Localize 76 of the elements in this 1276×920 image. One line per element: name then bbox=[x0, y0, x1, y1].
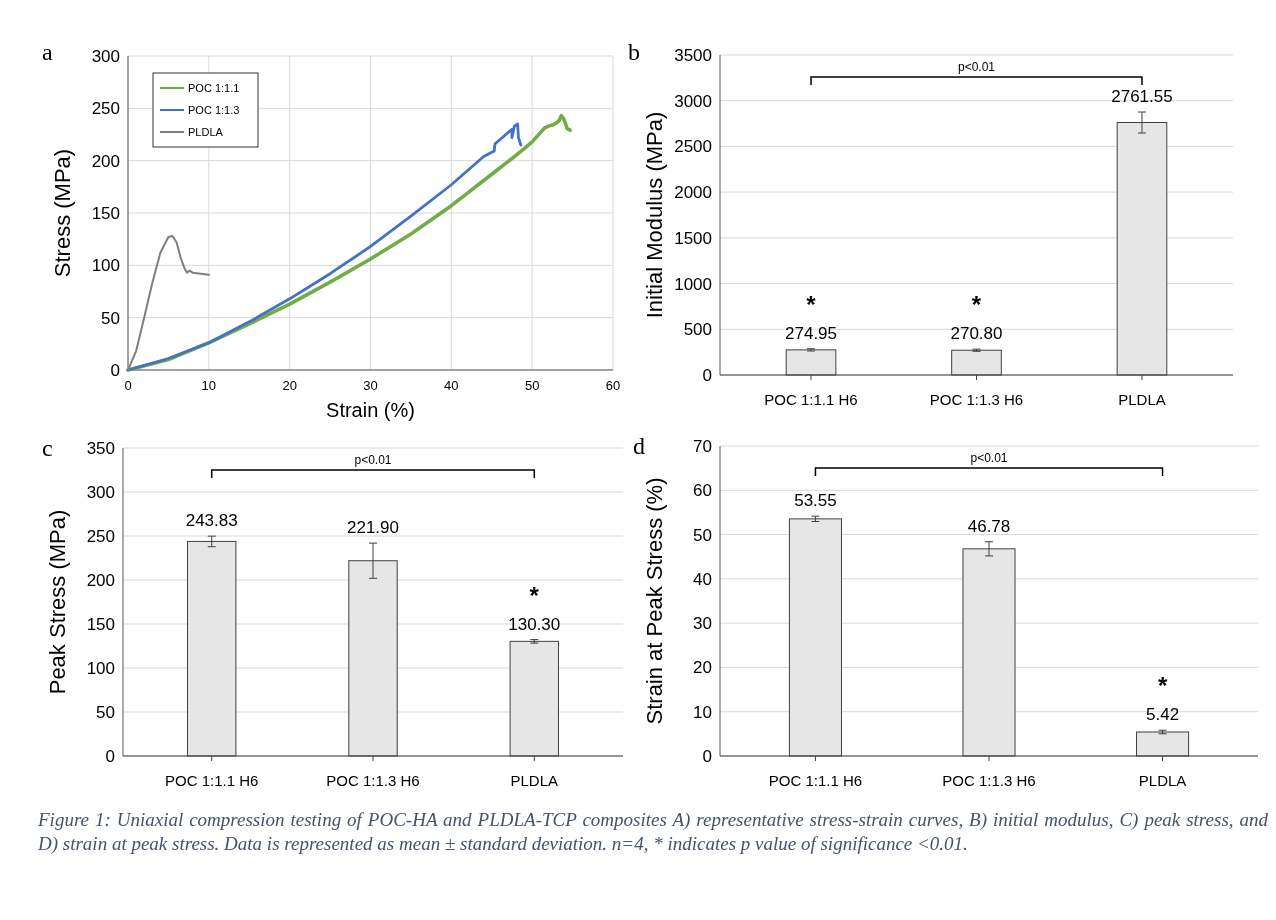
x-tick-label: POC 1:1.3 H6 bbox=[326, 772, 420, 789]
y-tick-label: 50 bbox=[101, 308, 120, 328]
y-axis-title: Peak Stress (MPa) bbox=[45, 509, 70, 695]
data-label: 130.30 bbox=[508, 614, 561, 634]
chart-title: d bbox=[633, 433, 645, 459]
y-tick-label: 100 bbox=[86, 658, 115, 678]
chart-title: c bbox=[42, 435, 53, 461]
y-tick-label: 150 bbox=[91, 203, 120, 223]
data-label: 270.80 bbox=[950, 324, 1003, 344]
y-tick-label: 150 bbox=[86, 614, 115, 634]
y-tick-label: 3500 bbox=[674, 45, 712, 65]
y-axis-title: Stress (MPa) bbox=[50, 148, 75, 278]
x-tick-label: 50 bbox=[524, 378, 540, 393]
x-tick-label: PLDLA bbox=[1138, 772, 1187, 789]
x-tick-label: POC 1:1.1 H6 bbox=[165, 772, 259, 789]
y-tick-label: 10 bbox=[693, 702, 712, 722]
x-tick-label: POC 1:1.1 H6 bbox=[764, 391, 858, 408]
y-tick-label: 70 bbox=[693, 436, 712, 456]
y-tick-label: 2000 bbox=[674, 183, 712, 203]
annotation: * bbox=[1157, 672, 1168, 700]
y-tick-label: 300 bbox=[91, 46, 120, 66]
chart-title: a bbox=[42, 39, 53, 65]
x-tick-label: POC 1:1.1 H6 bbox=[768, 772, 863, 789]
y-axis-title: Strain at Peak Stress (%) bbox=[642, 477, 667, 725]
y-tick-label: 0 bbox=[105, 746, 115, 766]
y-tick-label: 200 bbox=[86, 570, 115, 590]
y-tick-label: 200 bbox=[91, 151, 120, 171]
legend-label: POC 1:1.1 bbox=[188, 81, 240, 94]
x-tick-label: PLDLA bbox=[510, 772, 559, 789]
x-tick-label: PLDLA bbox=[1118, 391, 1166, 408]
y-tick-label: 300 bbox=[86, 482, 115, 502]
annotation: p<0.01 bbox=[957, 60, 996, 74]
x-tick-label: 20 bbox=[282, 378, 297, 393]
data-label: 53.55 bbox=[794, 491, 837, 511]
annotation: * bbox=[529, 581, 540, 609]
y-tick-label: 40 bbox=[693, 569, 712, 589]
y-tick-label: 250 bbox=[86, 526, 115, 546]
data-label: 2761.55 bbox=[1111, 87, 1173, 106]
x-tick-label: 10 bbox=[201, 378, 217, 393]
y-tick-label: 100 bbox=[91, 256, 120, 276]
y-tick-label: 2500 bbox=[674, 137, 712, 157]
annotation: p<0.01 bbox=[354, 453, 392, 467]
y-tick-label: 3000 bbox=[674, 91, 712, 111]
chart-title: b bbox=[628, 39, 640, 65]
line-series bbox=[127, 235, 210, 371]
x-tick-label: 40 bbox=[444, 378, 459, 393]
y-tick-label: 250 bbox=[91, 99, 120, 119]
caption: Figure 1: Uniaxial compression testing of POC-HA and PLDLA-TCP composites A) representative stress-strain curves, B) initial modulus, C) peak stress, and D) strain at peak stress. Data is represented as mean ± standard deviation. n=4, * indicates p value of significance <0.01. bbox=[38, 808, 1268, 856]
y-tick-label: 50 bbox=[693, 525, 712, 545]
legend-label: POC 1:1.3 bbox=[188, 103, 240, 116]
y-axis-title: Initial Modulus (MPa) bbox=[642, 111, 667, 319]
data-label: 274.95 bbox=[785, 323, 838, 343]
y-tick-label: 500 bbox=[683, 320, 712, 340]
y-tick-label: 0 bbox=[702, 746, 712, 766]
y-tick-label: 50 bbox=[96, 702, 115, 722]
x-axis-title: Strain (%) bbox=[326, 399, 415, 421]
x-tick-label: 60 bbox=[605, 378, 621, 393]
data-label: 243.83 bbox=[185, 511, 238, 531]
x-tick-label: POC 1:1.3 H6 bbox=[929, 391, 1024, 408]
y-tick-label: 1000 bbox=[674, 274, 712, 294]
y-tick-label: 0 bbox=[110, 360, 120, 380]
x-tick-label: POC 1:1.3 H6 bbox=[942, 772, 1036, 789]
y-tick-label: 1500 bbox=[674, 228, 712, 248]
y-tick-label: 350 bbox=[86, 438, 115, 458]
data-label: 5.42 bbox=[1146, 705, 1180, 725]
annotation: * bbox=[806, 290, 817, 318]
x-tick-label: 30 bbox=[363, 378, 378, 393]
x-tick-label: 0 bbox=[124, 378, 132, 393]
y-tick-label: 30 bbox=[693, 614, 712, 634]
y-tick-label: 60 bbox=[693, 481, 712, 501]
data-label: 46.78 bbox=[967, 516, 1011, 536]
legend-label: PLDLA bbox=[188, 125, 224, 138]
annotation: p<0.01 bbox=[970, 451, 1008, 465]
data-label: 221.90 bbox=[347, 518, 399, 538]
annotation: * bbox=[971, 291, 982, 319]
y-tick-label: 20 bbox=[693, 658, 712, 678]
